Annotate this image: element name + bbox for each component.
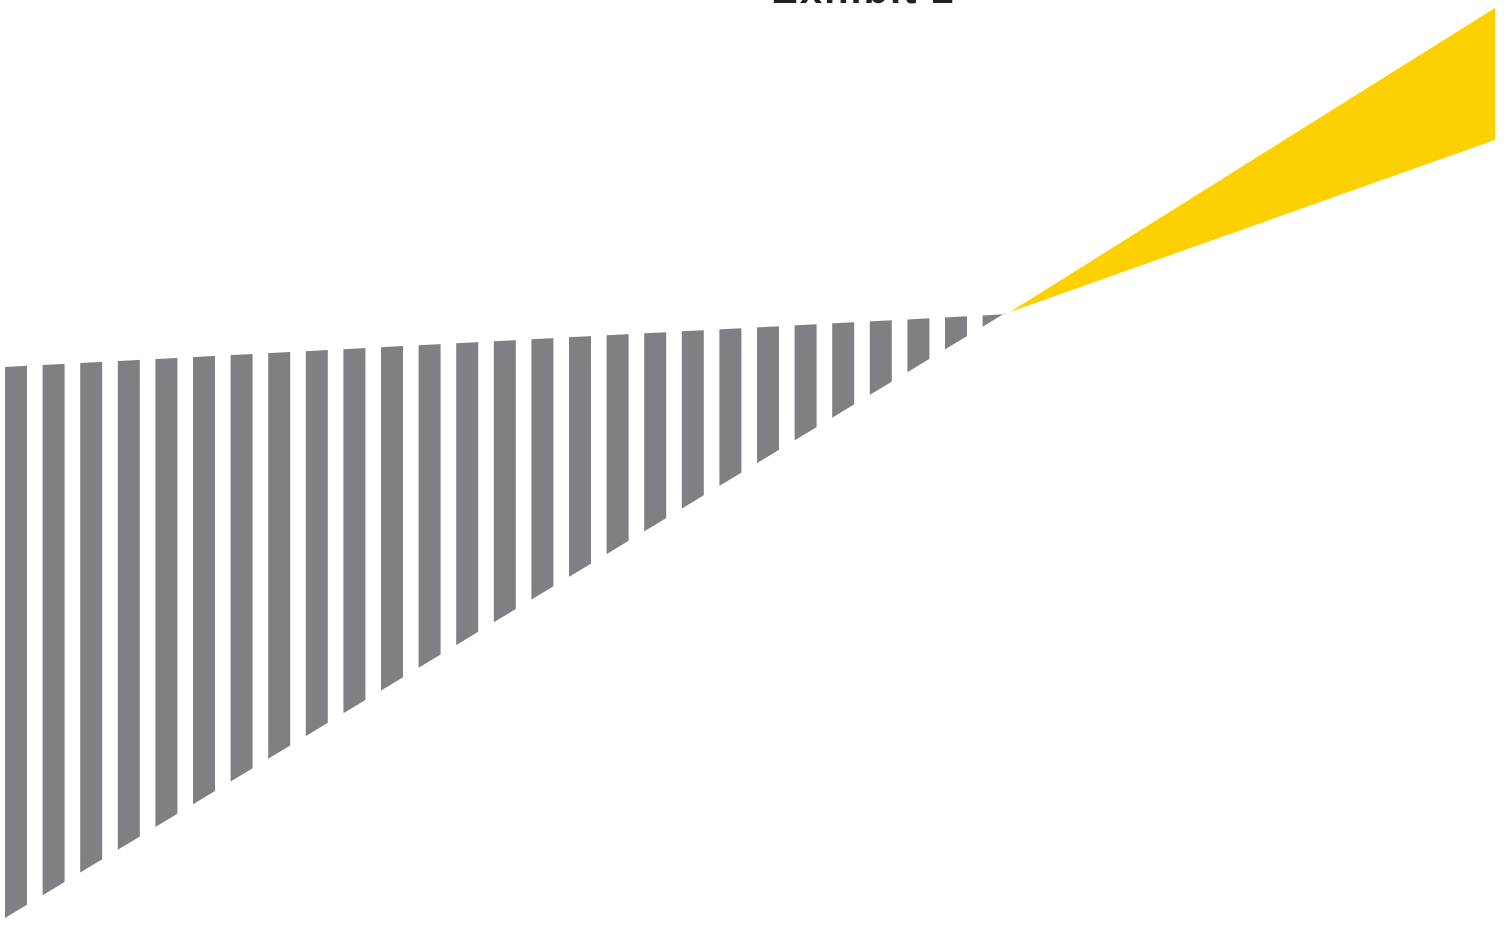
- grey-stripe: [757, 326, 779, 464]
- grey-stripe: [5, 365, 27, 918]
- grey-stripe: [606, 334, 629, 555]
- grey-stripe: [569, 336, 591, 577]
- grey-stripe: [907, 318, 930, 373]
- grey-stripe: [869, 320, 892, 395]
- grey-stripe: [42, 363, 65, 896]
- grey-stripe: [343, 348, 366, 714]
- grey-stripe: [945, 316, 967, 350]
- grey-stripe: [230, 354, 253, 782]
- yellow-beam: [1010, 8, 1495, 312]
- grey-stripe: [381, 346, 403, 691]
- grey-stripe: [418, 344, 441, 668]
- grey-stripe: [719, 328, 742, 486]
- grey-stripe: [80, 361, 103, 873]
- grey-stripe: [832, 322, 855, 418]
- grey-stripe: [531, 338, 554, 600]
- grey-stripe: [117, 359, 140, 850]
- grey-stripe: [268, 352, 291, 759]
- grey-stripe: [155, 357, 178, 827]
- grey-stripe: [305, 350, 328, 737]
- grey-stripe: [493, 340, 516, 623]
- grey-stripe-group: [5, 313, 1005, 918]
- grey-stripe: [982, 313, 1005, 327]
- grey-stripe: [193, 355, 215, 805]
- grey-stripe: [794, 324, 817, 441]
- grey-stripe: [644, 332, 667, 532]
- grey-stripe: [681, 330, 704, 509]
- page-heading: Exhibit 2: [0, 0, 1507, 14]
- grey-stripe: [456, 342, 479, 646]
